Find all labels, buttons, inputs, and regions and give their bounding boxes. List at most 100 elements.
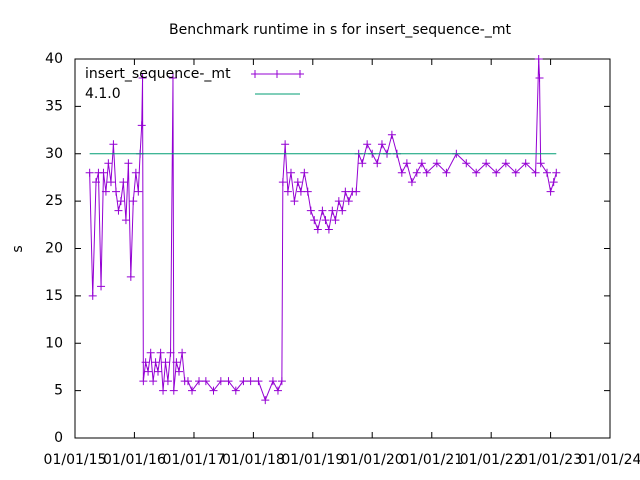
point-marker — [159, 386, 168, 395]
point-marker — [310, 216, 319, 225]
point-marker — [114, 206, 123, 215]
point-marker — [511, 168, 520, 177]
point-marker — [492, 168, 501, 177]
point-marker — [139, 377, 148, 386]
point-marker — [552, 168, 561, 177]
point-marker — [201, 377, 210, 386]
y-axis-label: s — [10, 245, 26, 252]
point-marker — [293, 178, 302, 187]
point-marker — [521, 159, 530, 168]
point-marker — [146, 348, 155, 357]
point-marker — [363, 140, 372, 149]
point-marker — [442, 168, 451, 177]
point-marker — [283, 187, 292, 196]
point-marker — [328, 206, 337, 215]
y-tick-label: 30 — [45, 146, 63, 162]
point-marker — [163, 377, 172, 386]
point-marker — [166, 348, 175, 357]
point-marker — [161, 358, 170, 367]
point-marker — [432, 159, 441, 168]
point-marker — [300, 168, 309, 177]
point-marker — [246, 377, 255, 386]
point-marker — [175, 367, 184, 376]
point-marker — [151, 358, 160, 367]
point-marker — [543, 168, 552, 177]
point-marker — [254, 377, 263, 386]
x-tick-label: 01/01/21 — [400, 452, 463, 468]
point-marker — [334, 197, 343, 206]
point-marker — [290, 197, 299, 206]
point-marker — [417, 159, 426, 168]
point-marker — [224, 377, 233, 386]
point-marker — [296, 187, 305, 196]
point-marker — [352, 187, 361, 196]
y-tick-label: 35 — [45, 98, 63, 114]
point-marker — [209, 386, 218, 395]
x-tick-label: 01/01/15 — [44, 452, 107, 468]
point-marker — [407, 178, 416, 187]
point-marker — [318, 206, 327, 215]
point-marker — [313, 225, 322, 234]
point-marker — [137, 121, 146, 130]
chart-title: Benchmark runtime in s for insert_sequen… — [169, 22, 511, 38]
point-marker — [88, 291, 97, 300]
y-tick-label: 10 — [45, 335, 63, 351]
y-tick-label: 40 — [45, 51, 63, 67]
point-marker — [154, 367, 163, 376]
point-marker — [534, 55, 543, 63]
point-marker — [121, 216, 130, 225]
plot-border — [74, 58, 611, 439]
y-tick-label: 15 — [45, 288, 63, 304]
point-marker — [306, 206, 315, 215]
x-tick-label: 01/01/22 — [460, 452, 523, 468]
y-tick-label: 25 — [45, 193, 63, 209]
point-marker — [397, 168, 406, 177]
point-marker — [331, 216, 340, 225]
point-marker — [278, 178, 287, 187]
point-marker — [188, 386, 197, 395]
point-marker — [261, 396, 270, 405]
point-marker — [109, 140, 118, 149]
point-marker — [273, 386, 282, 395]
point-marker — [402, 159, 411, 168]
point-marker — [168, 73, 177, 82]
legend-label: insert_sequence-_mt — [85, 66, 231, 82]
point-marker — [377, 140, 386, 149]
point-marker — [462, 159, 471, 168]
point-marker — [85, 168, 94, 177]
x-tick-label: 01/01/18 — [222, 452, 285, 468]
point-marker — [268, 377, 277, 386]
legend-label: 4.1.0 — [85, 86, 121, 102]
point-marker — [549, 178, 558, 187]
point-marker — [144, 367, 153, 376]
x-tick-label: 01/01/16 — [103, 452, 166, 468]
point-marker — [373, 159, 382, 168]
point-marker — [101, 187, 110, 196]
point-marker — [321, 216, 330, 225]
point-marker — [358, 159, 367, 168]
point-marker — [501, 159, 510, 168]
point-marker — [149, 377, 158, 386]
point-marker — [124, 159, 133, 168]
y-tick-label: 0 — [54, 430, 63, 446]
x-tick-label: 01/01/24 — [579, 452, 640, 468]
point-marker — [324, 225, 333, 234]
point-marker — [195, 377, 204, 386]
point-marker — [531, 168, 540, 177]
y-tick-label: 20 — [45, 241, 63, 257]
point-marker — [169, 386, 178, 395]
point-marker — [112, 187, 121, 196]
point-marker — [91, 178, 100, 187]
point-marker — [239, 377, 248, 386]
point-marker — [338, 206, 347, 215]
point-marker — [97, 282, 106, 291]
point-marker — [341, 187, 350, 196]
legend-marker — [251, 70, 304, 78]
point-marker — [131, 168, 140, 177]
point-marker — [183, 377, 192, 386]
x-tick-label: 01/01/23 — [519, 452, 582, 468]
point-marker — [216, 377, 225, 386]
point-marker — [99, 168, 108, 177]
point-marker — [178, 348, 187, 357]
